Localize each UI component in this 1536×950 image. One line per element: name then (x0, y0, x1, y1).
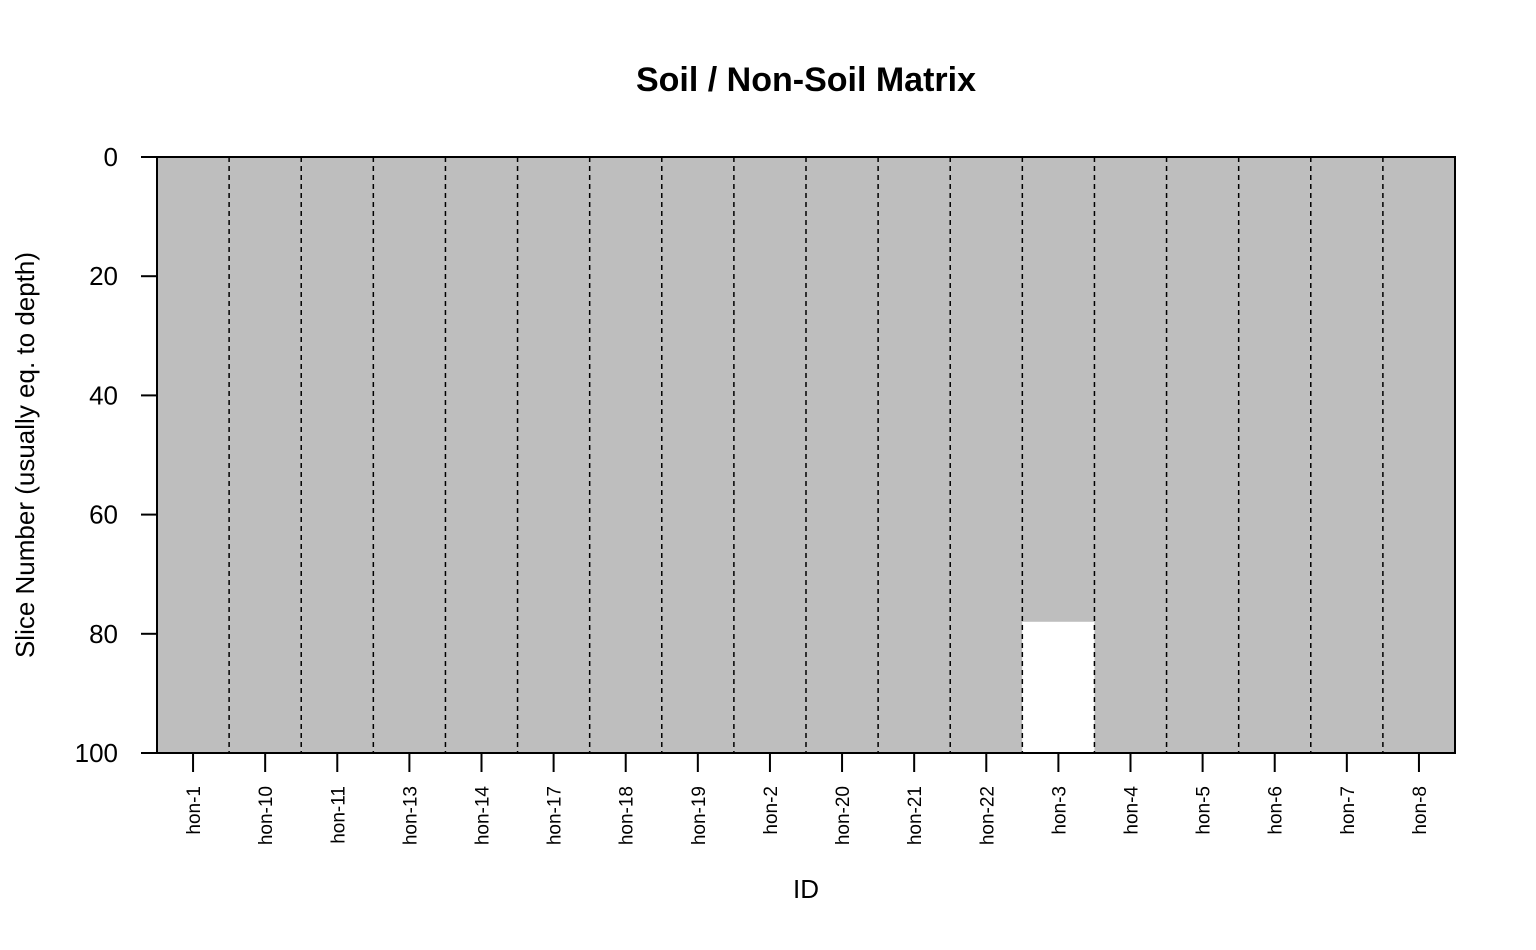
x-tick-label: hon-20 (833, 786, 854, 845)
soil-cell-hon-3 (1022, 157, 1095, 622)
soil-cell-hon-19 (661, 157, 734, 753)
x-tick-label: hon-5 (1194, 786, 1215, 835)
soil-cell-hon-13 (373, 157, 446, 753)
x-tick-label: hon-6 (1266, 786, 1287, 835)
x-tick-label: hon-19 (689, 786, 710, 845)
column-separators (228, 157, 1384, 753)
x-tick-label: hon-7 (1338, 786, 1359, 835)
y-tick-label: 20 (89, 261, 118, 291)
soil-cell-hon-21 (878, 157, 951, 753)
soil-cell-hon-5 (1166, 157, 1239, 753)
soil-cell-hon-20 (806, 157, 879, 753)
soil-cell-hon-18 (589, 157, 662, 753)
y-tick-label: 80 (89, 619, 118, 649)
y-tick-label: 60 (89, 500, 118, 530)
soil-cell-hon-6 (1238, 157, 1311, 753)
y-tick-label: 0 (104, 142, 118, 172)
y-axis: 0 20 40 60 80 100 (75, 142, 157, 768)
chart-title: Soil / Non-Soil Matrix (636, 61, 976, 99)
y-tick-label: 40 (89, 380, 118, 410)
x-tick-label: hon-22 (977, 786, 998, 845)
x-tick-label: hon-2 (761, 786, 782, 835)
soil-cell-hon-14 (445, 157, 518, 753)
x-tick-label: hon-13 (400, 786, 421, 845)
x-axis: hon-1 hon-10 hon-11 hon-13 hon-14 hon-17 hon-1… (184, 752, 1431, 846)
y-tick-label: 100 (75, 738, 118, 768)
x-tick-label: hon-21 (905, 786, 926, 845)
soil-cell-hon-11 (301, 157, 374, 753)
non-soil-cell-hon-3 (1022, 621, 1095, 753)
x-tick-label: hon-11 (328, 786, 349, 844)
soil-cell-hon-8 (1382, 157, 1455, 753)
x-tick-label: hon-4 (1122, 786, 1143, 835)
x-tick-label: hon-14 (473, 786, 494, 846)
x-axis-label: ID (793, 874, 819, 904)
y-axis-label: Slice Number (usually eq. to depth) (10, 252, 40, 658)
soil-cell-hon-7 (1310, 157, 1383, 753)
x-tick-label: hon-10 (256, 786, 277, 845)
soil-cell-hon-17 (517, 157, 590, 753)
soil-cell-hon-4 (1094, 157, 1167, 753)
soil-cell-hon-2 (733, 157, 806, 753)
x-tick-label: hon-3 (1049, 786, 1070, 835)
x-tick-label: hon-17 (545, 786, 566, 845)
matrix-cells (157, 157, 1455, 753)
soil-cell-hon-22 (950, 157, 1023, 753)
x-tick-label: hon-8 (1410, 786, 1431, 835)
x-tick-label: hon-18 (617, 786, 638, 845)
soil-cell-hon-1 (157, 157, 230, 753)
x-tick-label: hon-1 (184, 786, 205, 835)
soil-cell-hon-10 (229, 157, 302, 753)
